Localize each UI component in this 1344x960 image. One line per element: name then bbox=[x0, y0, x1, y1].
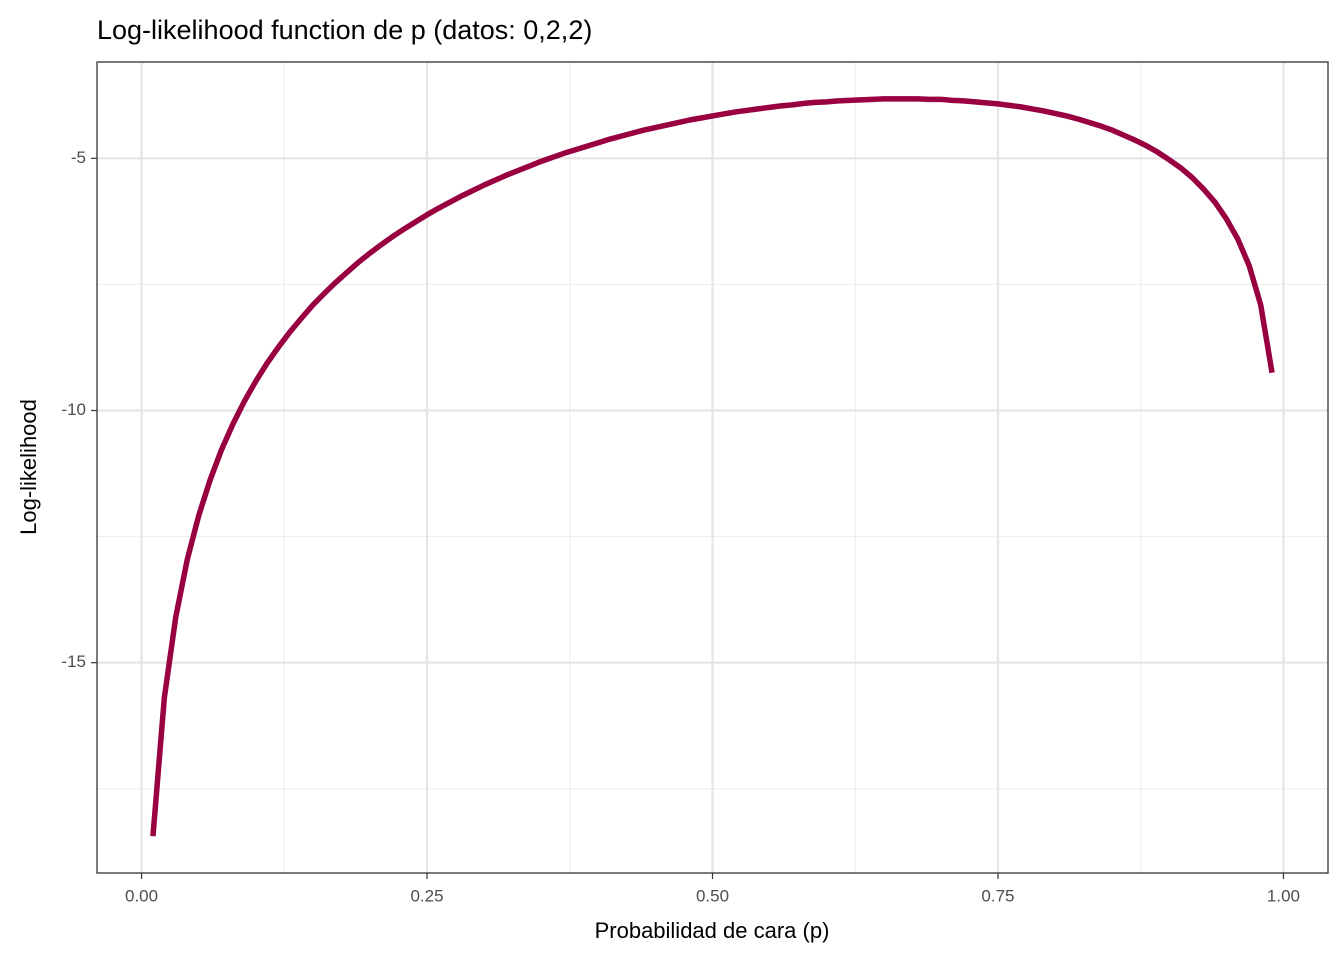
x-tick-label: 0.00 bbox=[125, 886, 158, 905]
y-tick-label: -15 bbox=[61, 652, 86, 671]
y-axis-label: Log-likelihood bbox=[16, 399, 41, 535]
plot-border bbox=[96, 61, 1329, 874]
x-tick-label: 0.50 bbox=[696, 886, 729, 905]
x-axis-label: Probabilidad de cara (p) bbox=[595, 918, 830, 943]
y-tick-label: -10 bbox=[61, 400, 86, 419]
y-tick-label: -5 bbox=[71, 148, 86, 167]
x-tick-label: 1.00 bbox=[1267, 886, 1300, 905]
line-series bbox=[150, 96, 1275, 837]
chart-title: Log-likelihood function de p (datos: 0,2… bbox=[97, 15, 592, 45]
x-tick-label: 0.75 bbox=[981, 886, 1014, 905]
x-tick-label: 0.25 bbox=[410, 886, 443, 905]
